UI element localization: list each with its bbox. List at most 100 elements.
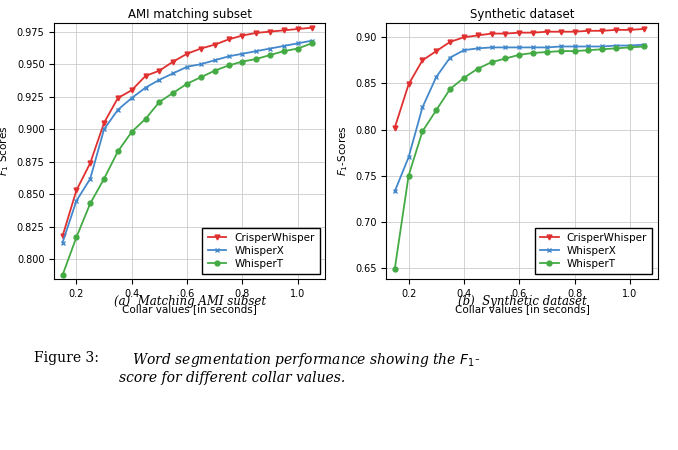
CrisperWhisper: [197, 46, 205, 51]
WhisperT: [612, 45, 620, 51]
WhisperX: [308, 38, 316, 44]
CrisperWhisper: [224, 37, 233, 42]
WhisperX: [612, 43, 620, 48]
WhisperT: [127, 129, 136, 135]
CrisperWhisper: [280, 27, 288, 33]
WhisperT: [502, 56, 510, 61]
WhisperX: [640, 42, 648, 47]
WhisperX: [155, 77, 163, 82]
WhisperT: [239, 59, 247, 64]
WhisperT: [571, 49, 579, 54]
WhisperX: [405, 154, 413, 160]
WhisperX: [626, 43, 634, 48]
CrisperWhisper: [73, 188, 81, 193]
WhisperX: [239, 51, 247, 56]
WhisperX: [114, 107, 122, 112]
WhisperT: [155, 99, 163, 104]
CrisperWhisper: [391, 125, 399, 130]
WhisperX: [460, 48, 468, 53]
WhisperX: [598, 44, 606, 49]
WhisperX: [294, 40, 302, 46]
Title: Synthetic dataset: Synthetic dataset: [470, 9, 574, 21]
WhisperT: [515, 52, 523, 58]
CrisperWhisper: [170, 59, 178, 64]
CrisperWhisper: [571, 29, 579, 35]
WhisperT: [183, 81, 191, 86]
Title: AMI matching subset: AMI matching subset: [128, 9, 252, 21]
WhisperX: [584, 44, 593, 49]
WhisperT: [308, 40, 316, 46]
CrisperWhisper: [557, 29, 565, 35]
CrisperWhisper: [543, 29, 551, 35]
WhisperT: [252, 56, 260, 62]
CrisperWhisper: [626, 27, 634, 32]
WhisperX: [183, 64, 191, 69]
CrisperWhisper: [127, 87, 136, 93]
CrisperWhisper: [142, 73, 150, 79]
CrisperWhisper: [529, 30, 537, 36]
WhisperX: [529, 45, 537, 50]
CrisperWhisper: [308, 25, 316, 31]
Line: WhisperX: WhisperX: [60, 38, 314, 245]
WhisperT: [557, 49, 565, 54]
WhisperT: [543, 50, 551, 55]
WhisperX: [211, 58, 219, 63]
WhisperT: [266, 52, 274, 58]
WhisperT: [211, 68, 219, 73]
CrisperWhisper: [598, 28, 606, 33]
CrisperWhisper: [58, 234, 66, 239]
CrisperWhisper: [515, 30, 523, 36]
WhisperX: [571, 44, 579, 49]
WhisperT: [280, 49, 288, 54]
WhisperT: [405, 173, 413, 178]
WhisperX: [197, 62, 205, 67]
CrisperWhisper: [100, 120, 108, 126]
CrisperWhisper: [155, 68, 163, 73]
WhisperT: [114, 148, 122, 154]
CrisperWhisper: [640, 26, 648, 32]
WhisperT: [197, 75, 205, 80]
WhisperT: [418, 129, 426, 134]
WhisperX: [487, 45, 496, 50]
CrisperWhisper: [446, 39, 454, 45]
WhisperT: [584, 48, 593, 53]
Text: (b)  Synthetic dataset: (b) Synthetic dataset: [458, 295, 586, 308]
WhisperX: [100, 126, 108, 132]
WhisperX: [557, 44, 565, 49]
Legend: CrisperWhisper, WhisperX, WhisperT: CrisperWhisper, WhisperX, WhisperT: [202, 228, 320, 274]
CrisperWhisper: [86, 160, 94, 166]
CrisperWhisper: [460, 35, 468, 40]
WhisperX: [58, 240, 66, 245]
Line: WhisperX: WhisperX: [393, 42, 646, 194]
CrisperWhisper: [114, 95, 122, 101]
WhisperT: [224, 63, 233, 68]
WhisperX: [127, 95, 136, 101]
WhisperT: [86, 201, 94, 206]
WhisperT: [598, 46, 606, 52]
CrisperWhisper: [239, 33, 247, 38]
CrisperWhisper: [502, 31, 510, 36]
CrisperWhisper: [418, 58, 426, 63]
X-axis label: Collar values [in seconds]: Collar values [in seconds]: [123, 304, 257, 314]
CrisperWhisper: [266, 29, 274, 34]
Y-axis label: $F_1$ Scores: $F_1$ Scores: [0, 126, 12, 176]
WhisperX: [446, 55, 454, 60]
Text: Figure 3:: Figure 3:: [34, 351, 99, 365]
WhisperT: [640, 44, 648, 49]
CrisperWhisper: [183, 51, 191, 56]
WhisperX: [252, 49, 260, 54]
WhisperT: [100, 176, 108, 181]
WhisperT: [446, 86, 454, 92]
WhisperT: [73, 234, 81, 240]
WhisperT: [142, 116, 150, 122]
Line: WhisperT: WhisperT: [60, 41, 314, 278]
CrisperWhisper: [612, 27, 620, 32]
WhisperX: [543, 45, 551, 50]
CrisperWhisper: [487, 31, 496, 36]
WhisperX: [266, 46, 274, 51]
WhisperT: [58, 272, 66, 278]
WhisperX: [515, 45, 523, 50]
WhisperT: [170, 90, 178, 95]
Line: CrisperWhisper: CrisperWhisper: [60, 25, 314, 238]
CrisperWhisper: [432, 49, 440, 54]
